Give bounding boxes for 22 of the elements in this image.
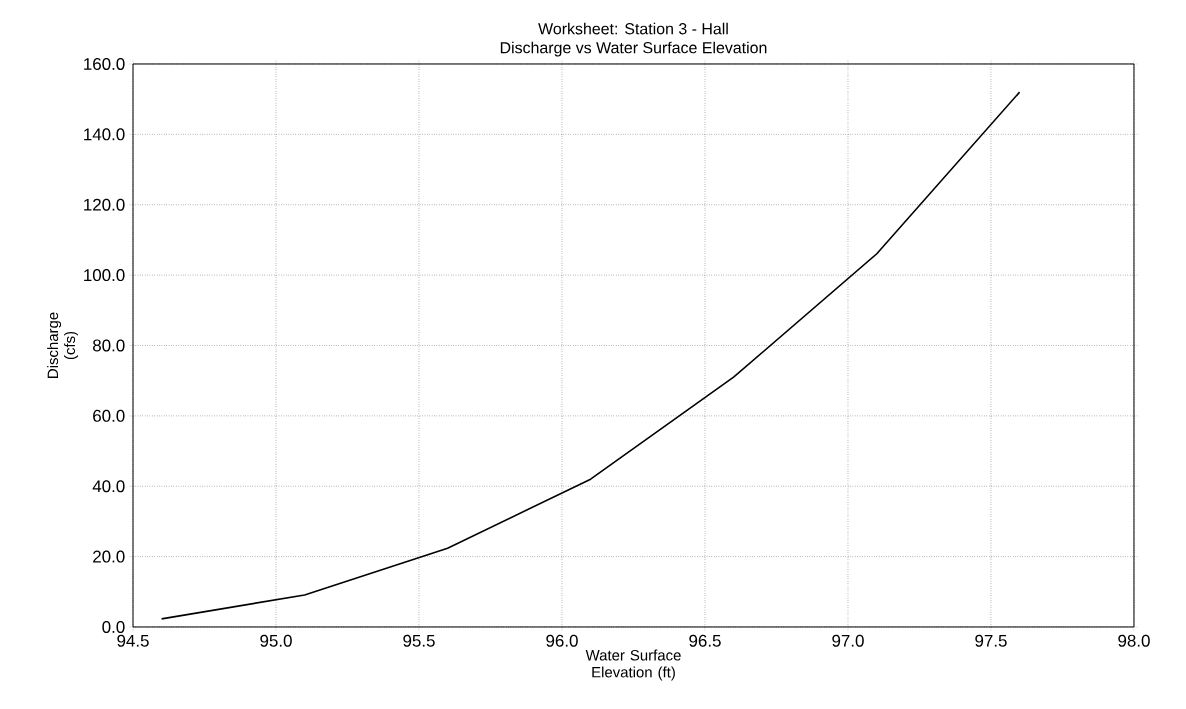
chart-subtitle: Discharge vs Water Surface Elevation: [500, 41, 767, 57]
y-tick-label: 100.0: [84, 269, 125, 282]
y-tick-label: 60.0: [93, 409, 125, 422]
y-tick-label: 0.0: [102, 620, 125, 633]
y-tick-label: 20.0: [93, 550, 125, 563]
y-axis-title: Discharge (cfs): [47, 312, 79, 378]
x-tick-label: 96.0: [546, 634, 578, 647]
x-tick-label: 95.5: [403, 634, 435, 647]
x-tick-label: 98.0: [1118, 634, 1150, 647]
x-axis-title: Water Surface Elevation (ft): [585, 649, 681, 681]
x-tick-label: 97.5: [975, 634, 1007, 647]
y-tick-label: 80.0: [93, 339, 125, 352]
y-tick-label: 120.0: [84, 198, 125, 211]
x-tick-label: 95.0: [260, 634, 292, 647]
line-series: [160, 91, 1021, 620]
y-tick-label: 140.0: [84, 128, 125, 141]
chart-title: Worksheet: Station 3 - Hall: [538, 22, 728, 35]
x-tick-label: 96.5: [689, 634, 721, 647]
y-tick-label: 160.0: [84, 57, 125, 70]
x-tick-label: 97.0: [832, 634, 864, 647]
x-tick-label: 94.5: [117, 634, 149, 647]
y-tick-label: 40.0: [92, 480, 125, 493]
